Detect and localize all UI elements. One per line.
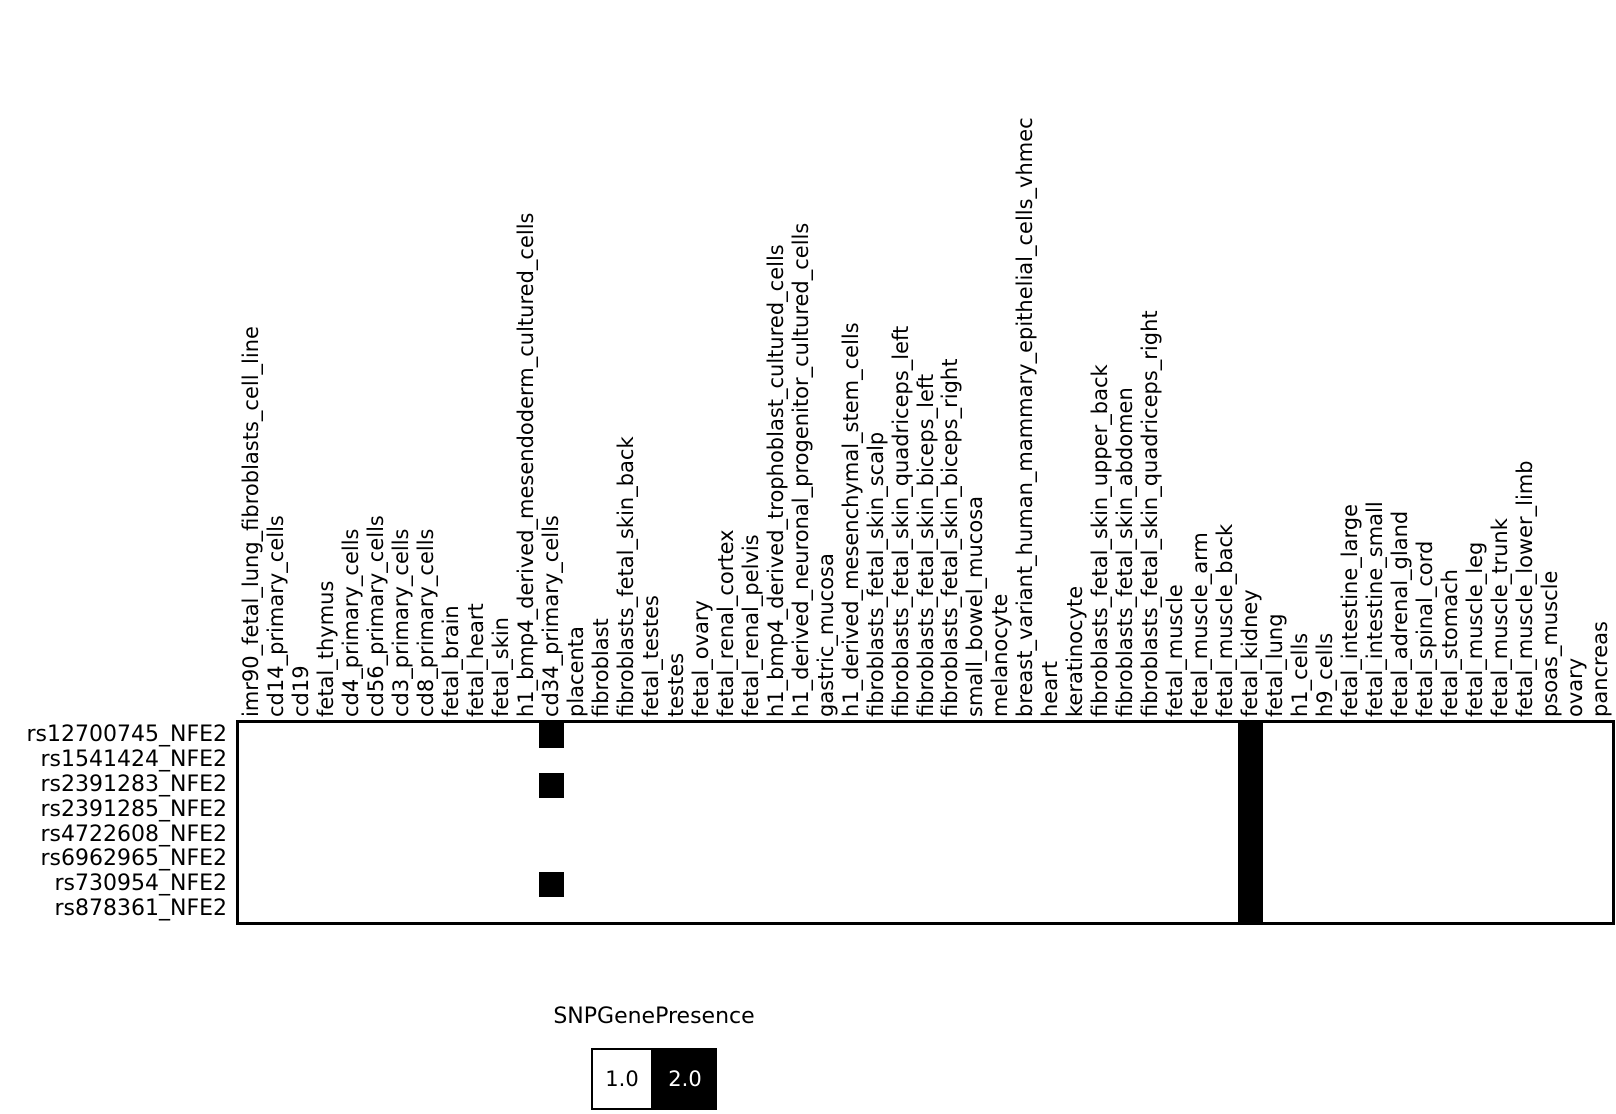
heatmap-grid [236,720,1615,925]
column-label: fibroblasts_fetal_skin_back [613,436,638,717]
heatmap-cell-value-2 [1237,897,1263,923]
column-label: fetal_testes [638,595,663,717]
legend-swatch-value-2: 2.0 [653,1048,717,1110]
column-label: h1_cells [1287,632,1312,717]
column-label: cd19 [289,665,314,717]
heatmap-cell-value-2 [1237,872,1263,898]
heatmap-cell-value-2 [538,772,564,798]
row-label: rs4722608_NFE2 [40,821,228,847]
column-label: fibroblasts_fetal_skin_abdomen [1113,387,1138,717]
column-label: fetal_renal_pelvis [738,534,763,717]
row-label: rs2391283_NFE2 [40,771,228,797]
column-label: fetal_muscle_back [1213,523,1238,717]
column-label: h1_derived_neuronal_progenitor_cultured_… [788,222,813,717]
column-label: fetal_muscle [1163,584,1188,717]
heatmap-cell-value-2 [1237,822,1263,848]
row-label: rs12700745_NFE2 [26,722,228,747]
column-label: gastric_mucosa [813,553,838,717]
column-label: fetal_muscle_leg [1462,541,1487,717]
column-label: cd14_primary_cells [264,515,289,717]
legend-title: SNPGenePresence [553,1004,755,1029]
legend-swatch-label-1: 1.0 [605,1067,639,1091]
row-label: rs878361_NFE2 [54,896,228,922]
column-label: fibroblast [588,618,613,717]
column-label: fetal_intestine_large [1337,503,1362,717]
column-label: cd34_primary_cells [539,515,564,717]
row-label: rs730954_NFE2 [54,871,228,897]
heatmap-cell-value-2 [1237,847,1263,873]
column-label: testes [663,652,688,717]
column-label: h1_bmp4_derived_mesendoderm_cultured_cel… [514,212,539,717]
heatmap-cell-value-2 [1237,747,1263,773]
row-label: rs6962965_NFE2 [40,846,228,872]
column-label: fetal_ovary [688,600,713,717]
column-label: cd8_primary_cells [414,528,439,718]
column-label: fibroblasts_fetal_skin_quadriceps_left [888,325,913,717]
column-label: fibroblasts_fetal_skin_quadriceps_right [1138,310,1163,717]
heatmap-cell-value-2 [1237,723,1263,748]
heatmap-cell-value-2 [538,872,564,898]
legend-swatches: 1.0 2.0 [591,1048,717,1110]
legend-swatch-value-1: 1.0 [591,1048,653,1110]
column-label: fetal_muscle_lower_limb [1512,460,1537,717]
column-label: h1_derived_mesenchymal_stem_cells [838,322,863,717]
column-label: h9_cells [1312,632,1337,717]
column-label: imr90_fetal_lung_fibroblasts_cell_line [239,326,264,717]
column-label: cd3_primary_cells [389,528,414,718]
column-label: placenta [564,626,588,717]
column-label: fibroblasts_fetal_skin_upper_back [1088,364,1113,717]
column-label: fetal_skin [489,617,514,717]
column-label: breast_variant_human_mammary_epithelial_… [1013,117,1038,717]
heatmap-cell-value-2 [1237,797,1263,823]
column-label: fetal_stomach [1437,569,1462,717]
column-label: cd4_primary_cells [339,528,364,718]
column-label: fibroblasts_fetal_skin_scalp [863,431,888,717]
column-label: fibroblasts_fetal_skin_biceps_right [938,358,963,717]
column-label: fetal_muscle_arm [1188,532,1213,717]
heatmap-cell-value-2 [1237,772,1263,798]
legend-swatch-label-2: 2.0 [668,1067,702,1091]
column-label: fetal_renal_cortex [713,529,738,717]
column-label: h1_bmp4_derived_trophoblast_cultured_cel… [763,244,788,717]
column-label: fetal_kidney [1238,589,1263,717]
column-label: melanocyte [988,593,1013,717]
column-label: cd56_primary_cells [364,515,389,717]
legend: SNPGenePresence 1.0 2.0 [454,1003,854,1110]
column-label: ovary [1562,657,1587,717]
column-label: fetal_spinal_cord [1412,540,1437,717]
column-label: fetal_adrenal_gland [1387,510,1412,717]
column-label: fetal_intestine_small [1362,501,1387,717]
column-label: fetal_heart [464,603,489,717]
row-label: rs1541424_NFE2 [40,746,228,772]
column-label: keratinocyte [1063,585,1088,717]
column-label: small_bowel_mucosa [963,495,988,717]
column-label: psoas_muscle [1537,570,1562,717]
column-label: fetal_lung [1262,613,1287,717]
column-label: fetal_brain [439,605,464,717]
column-label: heart [1038,661,1063,717]
column-label: fibroblasts_fetal_skin_biceps_left [913,373,938,717]
heatmap-cell-value-2 [538,723,564,748]
column-label: pancreas [1587,621,1612,717]
row-label: rs2391285_NFE2 [40,796,228,822]
column-label: fetal_thymus [314,580,339,717]
column-label: fetal_muscle_trunk [1487,518,1512,717]
